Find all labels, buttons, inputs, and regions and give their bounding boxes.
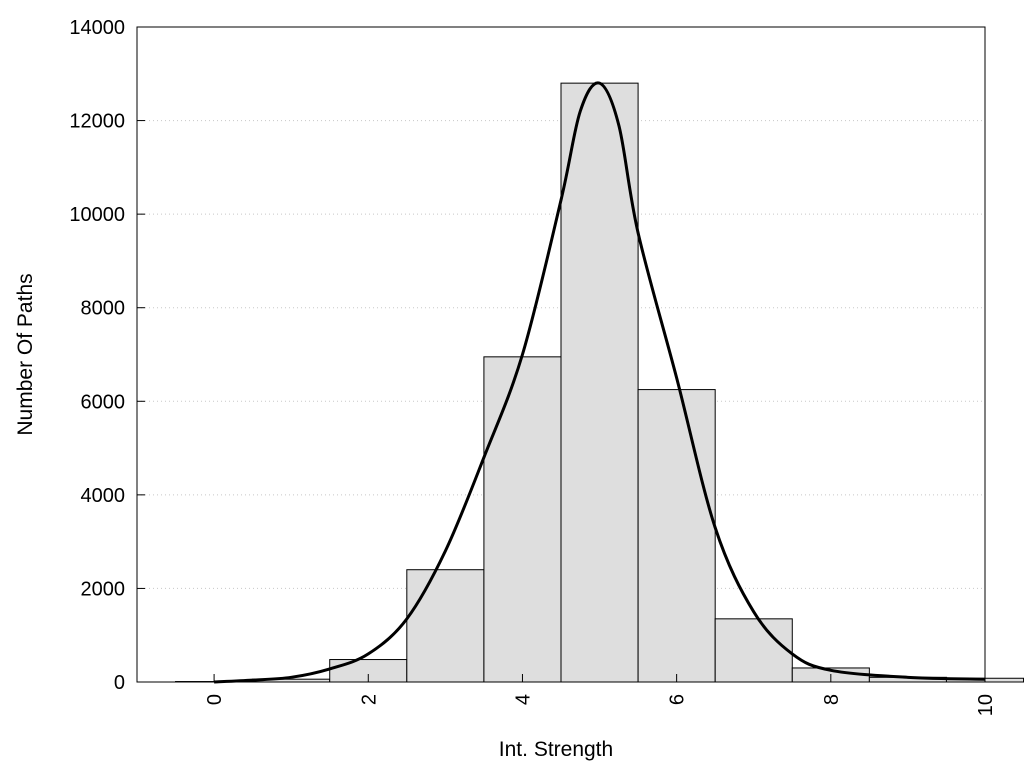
bars [175, 82, 1024, 683]
x-axis-title: Int. Strength [499, 738, 613, 761]
y-tick-label: 12000 [69, 111, 125, 133]
y-tick-label: 8000 [81, 298, 126, 320]
x-tick-label: 4 [512, 694, 534, 705]
frame-top [136, 26, 986, 683]
histogram-bar [637, 389, 716, 683]
histogram-bar [483, 356, 562, 683]
y-tick-label: 4000 [81, 485, 126, 507]
histogram-bar [714, 618, 793, 683]
density-curve [214, 81, 986, 684]
y-tick-label: 2000 [81, 578, 126, 600]
y-axis-title: Number Of Paths [14, 273, 37, 435]
x-tick-label: 6 [667, 694, 689, 705]
x-tick-label: 2 [358, 694, 380, 705]
y-tick-label: 6000 [81, 391, 126, 413]
histogram-bar [406, 569, 485, 683]
y-axis-ticks: 0 2000 4000 6000 8000 10000 12000 14000 [69, 17, 145, 694]
y-tick-label: 14000 [69, 17, 125, 39]
x-axis-ticks: 0 2 4 6 8 10 [204, 674, 997, 716]
x-tick-label: 10 [975, 694, 997, 716]
x-tick-label: 8 [821, 694, 843, 705]
plot-border [136, 26, 986, 683]
y-tick-label: 0 [114, 672, 125, 694]
y-tick-label: 10000 [69, 204, 125, 226]
x-tick-label: 0 [204, 694, 226, 705]
fit-curve [214, 81, 986, 684]
